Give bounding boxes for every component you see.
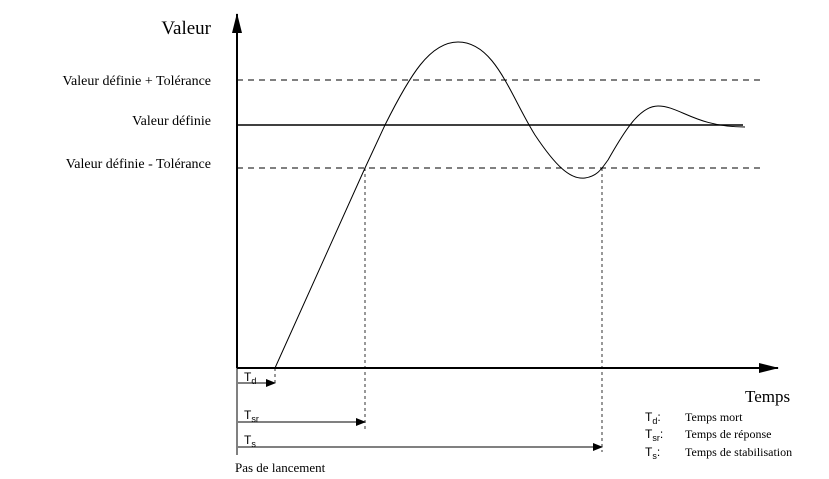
legend: Td: Temps mort Tsr: Temps de réponse Ts:… xyxy=(645,410,792,461)
legend-symbol: Td: xyxy=(645,410,661,426)
legend-description: Temps de réponse xyxy=(685,427,771,441)
level-label: Valeur définie + Tolérance xyxy=(62,74,211,89)
interval-label: Ts xyxy=(244,433,256,449)
legend-description: Temps mort xyxy=(685,410,743,424)
y-axis-label: Valeur xyxy=(161,18,211,39)
legend-description: Temps de stabilisation xyxy=(685,445,792,459)
legend-symbol: Tsr: xyxy=(645,427,663,443)
level-label: Valeur définie xyxy=(132,114,211,129)
x-axis-label: Temps xyxy=(745,387,790,406)
footer-label: Pas de lancement xyxy=(235,460,326,475)
axes xyxy=(232,13,779,373)
interval-label: Tsr xyxy=(244,408,259,424)
level-label: Valeur définie - Tolérance xyxy=(66,157,211,172)
interval-label: Td xyxy=(244,370,256,386)
response-curve xyxy=(274,41,746,369)
legend-symbol: Ts: xyxy=(645,445,660,461)
